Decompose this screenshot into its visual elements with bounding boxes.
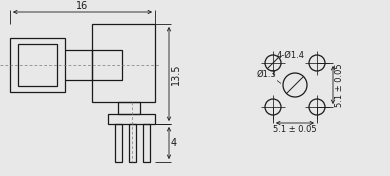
Bar: [115, 124, 122, 162]
Bar: [10, 38, 65, 92]
Bar: [129, 124, 136, 162]
Bar: [143, 124, 150, 162]
Bar: [118, 102, 140, 114]
Text: 16: 16: [76, 1, 89, 11]
Text: 4-Ø1.4: 4-Ø1.4: [277, 51, 305, 60]
Text: 13.5: 13.5: [171, 63, 181, 85]
Bar: [92, 50, 122, 80]
Bar: [108, 114, 155, 124]
Bar: [92, 24, 155, 102]
Text: 4: 4: [171, 138, 177, 148]
Text: 5.1 ± 0.05: 5.1 ± 0.05: [273, 125, 317, 134]
Text: Ø1.3: Ø1.3: [257, 70, 277, 79]
Bar: [18, 44, 57, 86]
Text: 5.1 ± 0.05: 5.1 ± 0.05: [335, 63, 344, 107]
